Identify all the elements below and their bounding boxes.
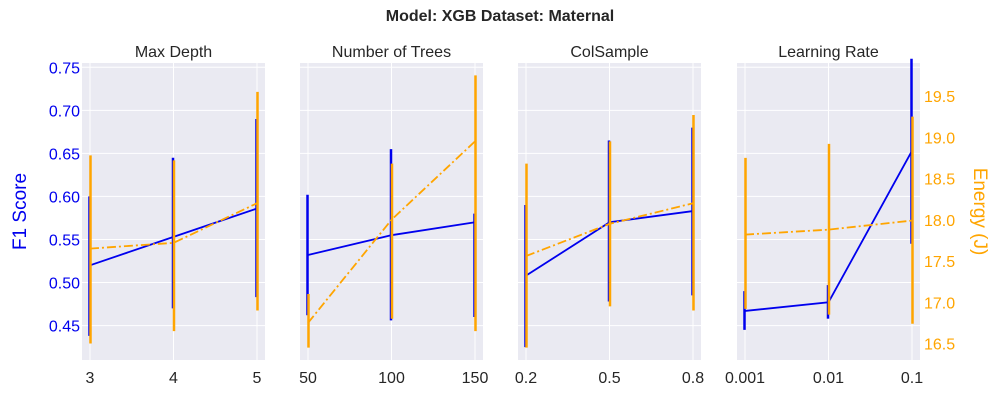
x-tick-label: 100 [378, 370, 405, 387]
energy-line [525, 202, 694, 257]
panel-2: Number of Trees 50 100 150 [299, 44, 488, 387]
y-tick-label-left: 0.45 [49, 319, 80, 336]
y-axis-label-right: Energy (J) [969, 168, 990, 256]
y-tick-label-right: 17.5 [924, 254, 955, 271]
panel-4: Learning Rate 0.001 0.01 0.1 [725, 44, 923, 387]
series-energy [89, 91, 259, 344]
panel-title: Number of Trees [332, 44, 451, 61]
series-energy [744, 116, 914, 324]
energy-line [307, 140, 476, 324]
x-tick-label: 0.01 [813, 370, 844, 387]
x-tick-label: 0.8 [682, 370, 704, 387]
y-tick-label-right: 18.0 [924, 213, 955, 230]
energy-line [744, 219, 913, 236]
x-tick-label: 3 [86, 370, 95, 387]
y-tick-label-right: 19.5 [924, 89, 955, 106]
panel-title: Learning Rate [778, 44, 879, 61]
figure-title: Model: XGB Dataset: Maternal [386, 8, 614, 25]
panel-1: Max Depth 3 4 5 [82, 44, 265, 387]
series-energy [307, 75, 477, 348]
series-energy [525, 114, 695, 348]
y-tick-label-right: 16.5 [924, 337, 955, 354]
x-tick-label: 5 [253, 370, 262, 387]
y-tick-label-right: 19.0 [924, 130, 955, 147]
y-tick-label-left: 0.55 [49, 232, 80, 249]
y-tick-label-left: 0.50 [49, 276, 80, 293]
panel-3: ColSample 0.2 0.5 0.8 [515, 44, 704, 387]
x-tick-label: 0.1 [901, 370, 923, 387]
panel-title: Max Depth [135, 44, 212, 61]
y-tick-label-left: 0.75 [49, 60, 80, 77]
x-tick-label: 0.001 [725, 370, 765, 387]
y-tick-label-right: 17.0 [924, 295, 955, 312]
y-tick-label-left: 0.70 [49, 103, 80, 120]
x-tick-label: 0.5 [598, 370, 620, 387]
y-axis-label-left: F1 Score [10, 173, 31, 250]
y-tick-label-right: 18.5 [924, 172, 955, 189]
panel-title: ColSample [570, 44, 648, 61]
chart-panels: Max Depth 3 4 5 Number of Trees 50 100 150 ColSa… [49, 44, 955, 387]
y-tick-label-left: 0.65 [49, 146, 80, 163]
x-tick-label: 50 [299, 370, 317, 387]
y-tick-label-left: 0.60 [49, 189, 80, 206]
x-tick-label: 4 [169, 370, 178, 387]
x-tick-label: 0.2 [515, 370, 537, 387]
x-tick-label: 150 [462, 370, 489, 387]
